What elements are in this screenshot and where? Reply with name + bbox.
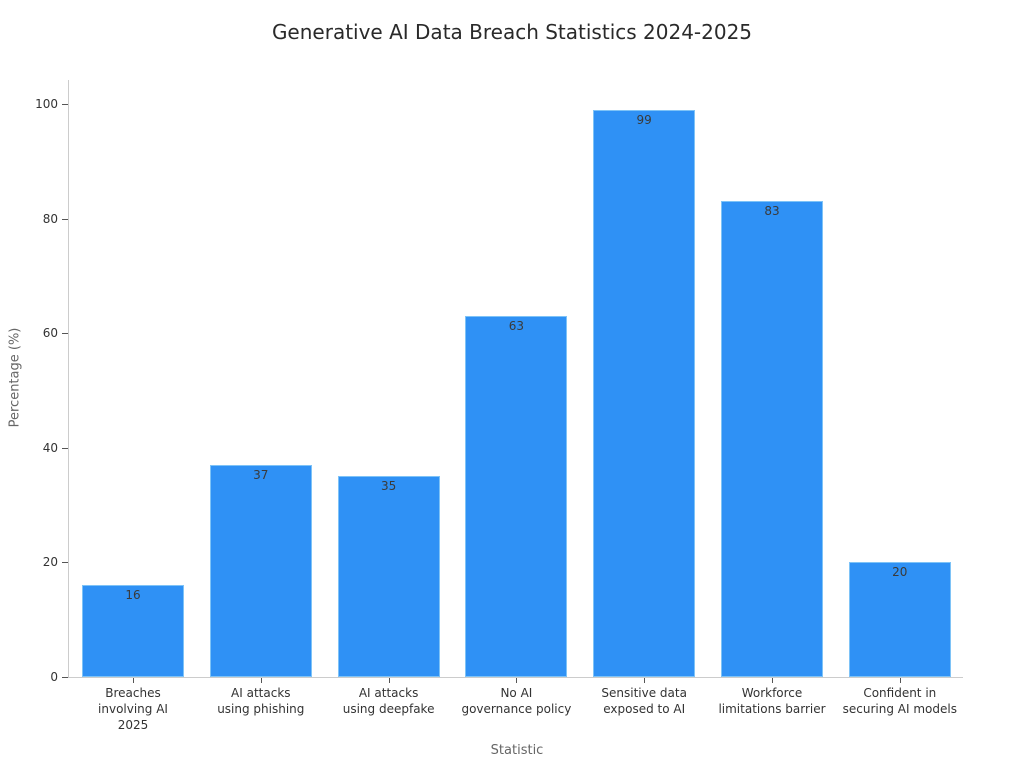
- x-tick-label: Workforce limitations barrier: [718, 686, 826, 716]
- bar: [337, 476, 440, 677]
- x-tick-label: No AI governance policy: [461, 686, 572, 716]
- y-tick: [62, 104, 68, 105]
- x-tick: [772, 678, 773, 683]
- x-tick-label: AI attacks using phishing: [217, 686, 305, 716]
- y-tick-label: 20: [42, 555, 58, 570]
- bar-value-label: 63: [508, 319, 525, 333]
- bar-value-label: 35: [380, 479, 397, 494]
- bar: [465, 316, 568, 677]
- y-axis-line: [68, 80, 69, 677]
- x-tick-label: Sensitive data exposed to AI: [601, 686, 687, 716]
- x-tick: [899, 678, 901, 683]
- x-axis-label: Statistic: [490, 743, 544, 758]
- x-tick: [260, 678, 262, 683]
- y-tick: [62, 218, 68, 220]
- y-tick-label: 40: [42, 440, 58, 455]
- y-tick: [62, 677, 68, 678]
- bar-value-label: 16: [125, 588, 141, 603]
- bar-value-label: 83: [764, 204, 780, 219]
- bar-value-label: 37: [253, 467, 269, 482]
- y-tick: [62, 562, 68, 564]
- bar: [848, 562, 951, 677]
- bar: [82, 585, 184, 677]
- y-tick-label: 0: [50, 670, 58, 684]
- y-tick: [62, 447, 68, 449]
- x-tick: [388, 678, 390, 683]
- x-tick-label: Confident in securing AI models: [842, 686, 957, 716]
- bar-value-label: 20: [892, 565, 908, 580]
- y-tick-label: 60: [42, 326, 58, 341]
- y-tick: [62, 333, 68, 335]
- x-tick: [644, 678, 646, 683]
- x-tick: [516, 678, 518, 683]
- y-tick-label: 80: [42, 211, 58, 226]
- x-tick-label: Breaches involving AI 2025: [98, 686, 168, 732]
- chart-title: Generative AI Data Breach Statistics 202…: [271, 20, 753, 44]
- x-tick: [133, 678, 134, 683]
- y-axis-label: Percentage (%): [7, 327, 23, 428]
- bar: [209, 464, 312, 677]
- x-tick-label: AI attacks using deepfake: [342, 686, 435, 716]
- x-axis-line: [68, 677, 963, 678]
- y-tick-label: 100: [35, 97, 58, 111]
- bar: [721, 201, 823, 677]
- bar: [593, 109, 696, 677]
- bar-value-label: 99: [636, 112, 652, 127]
